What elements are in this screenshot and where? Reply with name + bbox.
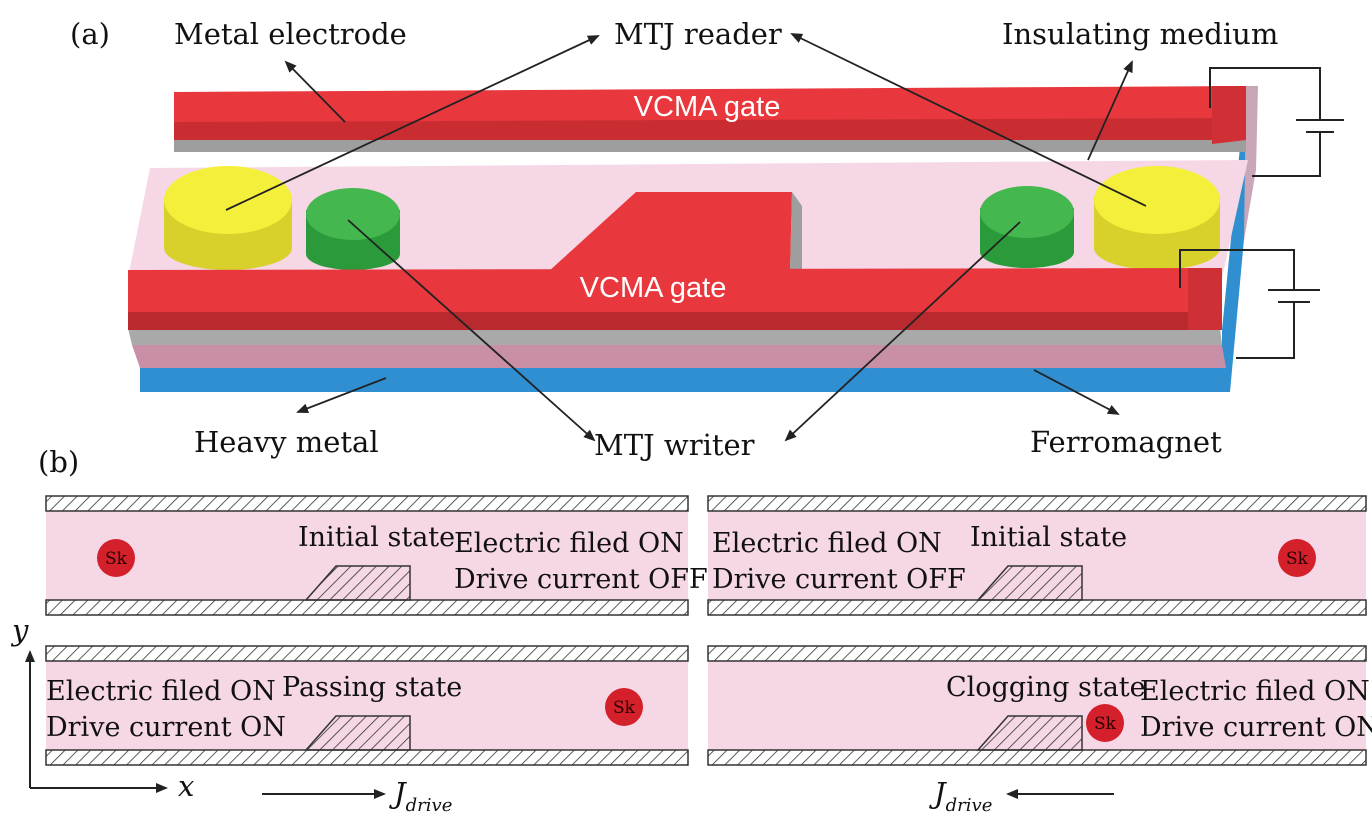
hatched-rail-top [45, 645, 689, 662]
hatched-rail-top [707, 645, 1367, 662]
callout-ferromagnet: Ferromagnet [1030, 425, 1222, 459]
arrow-insulating-medium [1087, 60, 1133, 161]
y-axis-label: y [10, 613, 29, 647]
subpanel-passing: Sk Passing state Electric filed ON Drive… [45, 645, 689, 766]
state-label: Clogging state [946, 672, 1146, 703]
callout-arrows [225, 33, 1147, 442]
state-label: Passing state [282, 672, 462, 703]
voltage-source-top [1209, 67, 1344, 177]
callout-mtj-reader: MTJ reader [614, 17, 782, 51]
voltage-source-bottom [1179, 249, 1320, 359]
top-gate-label: VCMA gate [634, 91, 781, 123]
arrow-mtj-writer-left [347, 219, 596, 442]
hatched-rail-bottom [707, 749, 1367, 766]
arrow-mtj-writer-right [784, 221, 1021, 442]
insulating-layer [128, 328, 1222, 345]
condition-line-2: Drive current OFF [712, 564, 966, 595]
bottom-gate-label: VCMA gate [580, 272, 727, 304]
gate-notch-hatched [304, 715, 411, 751]
hatched-rail-bottom [45, 599, 689, 616]
condition-line-2: Drive current ON [46, 712, 286, 743]
arrow-metal-electrode [284, 60, 346, 123]
state-label: Initial state [970, 522, 1127, 553]
arrow-mtj-reader-left [225, 35, 600, 211]
mtj-reader-right [1094, 166, 1220, 270]
callout-mtj-writer: MTJ writer [594, 428, 755, 462]
coordinate-axes [25, 650, 168, 793]
callout-heavy-metal: Heavy metal [194, 425, 379, 459]
skyrmion [97, 539, 135, 577]
panel-a: (a) VCMA gate [70, 17, 1344, 462]
condition-line-2: Drive current OFF [454, 564, 708, 595]
skyrmion [1086, 704, 1124, 742]
condition-line-1: Electric filed ON [1140, 676, 1370, 707]
skyrmion-label: Sk [1286, 549, 1309, 569]
mtj-reader-left [164, 166, 292, 270]
stack-side-upper [1244, 86, 1258, 240]
gate-notch [548, 192, 792, 272]
gate-notch-hatched [304, 565, 411, 601]
top-gate-insulator [174, 140, 1246, 152]
callout-metal-electrode: Metal electrode [174, 17, 407, 51]
condition-line-1: Electric filed ON [712, 528, 942, 559]
x-axis-label: x [178, 769, 194, 803]
skyrmion-label: Sk [105, 549, 128, 569]
hatched-rail-bottom [707, 599, 1367, 616]
hatched-rail-top [707, 495, 1367, 512]
mtj-writer-left [306, 188, 400, 270]
condition-line-1: Electric filed ON [46, 676, 276, 707]
jdrive-label-right: Jdrive [929, 776, 992, 816]
panel-a-label: (a) [70, 17, 110, 51]
gate-notch-hatched [976, 715, 1083, 751]
jdrive-label-left: Jdrive [389, 776, 452, 816]
hatched-rail-bottom [45, 749, 689, 766]
arrow-ferromagnet [1033, 369, 1120, 415]
gate-notch-hatched [976, 565, 1083, 601]
skyrmion-label: Sk [613, 698, 636, 718]
condition-line-2: Drive current ON [1140, 712, 1372, 743]
skyrmion-label: Sk [1094, 714, 1117, 734]
arrow-heavy-metal [296, 377, 387, 414]
condition-line-1: Electric filed ON [454, 528, 684, 559]
subpanel-initial-left: Sk Initial state Electric filed ON Drive… [45, 495, 708, 616]
heavy-metal-layer [132, 345, 1226, 368]
hatched-rail-top [45, 495, 689, 512]
callout-insulating-medium: Insulating medium [1002, 17, 1278, 51]
state-label: Initial state [298, 522, 455, 553]
bottom-gate-face [128, 268, 1222, 312]
subpanel-initial-right: Sk Initial state Electric filed ON Drive… [707, 495, 1367, 616]
skyrmion [1278, 539, 1316, 577]
subpanel-clogging: Sk Clogging state Electric filed ON Driv… [707, 645, 1372, 766]
mtj-writer-right [980, 186, 1074, 268]
arrow-mtj-reader-right [790, 33, 1147, 207]
skyrmion [605, 688, 643, 726]
panel-b: (b) Sk Initial state Electric filed ON D… [10, 445, 1372, 816]
ferromagnet-layer [140, 368, 1226, 392]
panel-b-label: (b) [38, 445, 79, 479]
